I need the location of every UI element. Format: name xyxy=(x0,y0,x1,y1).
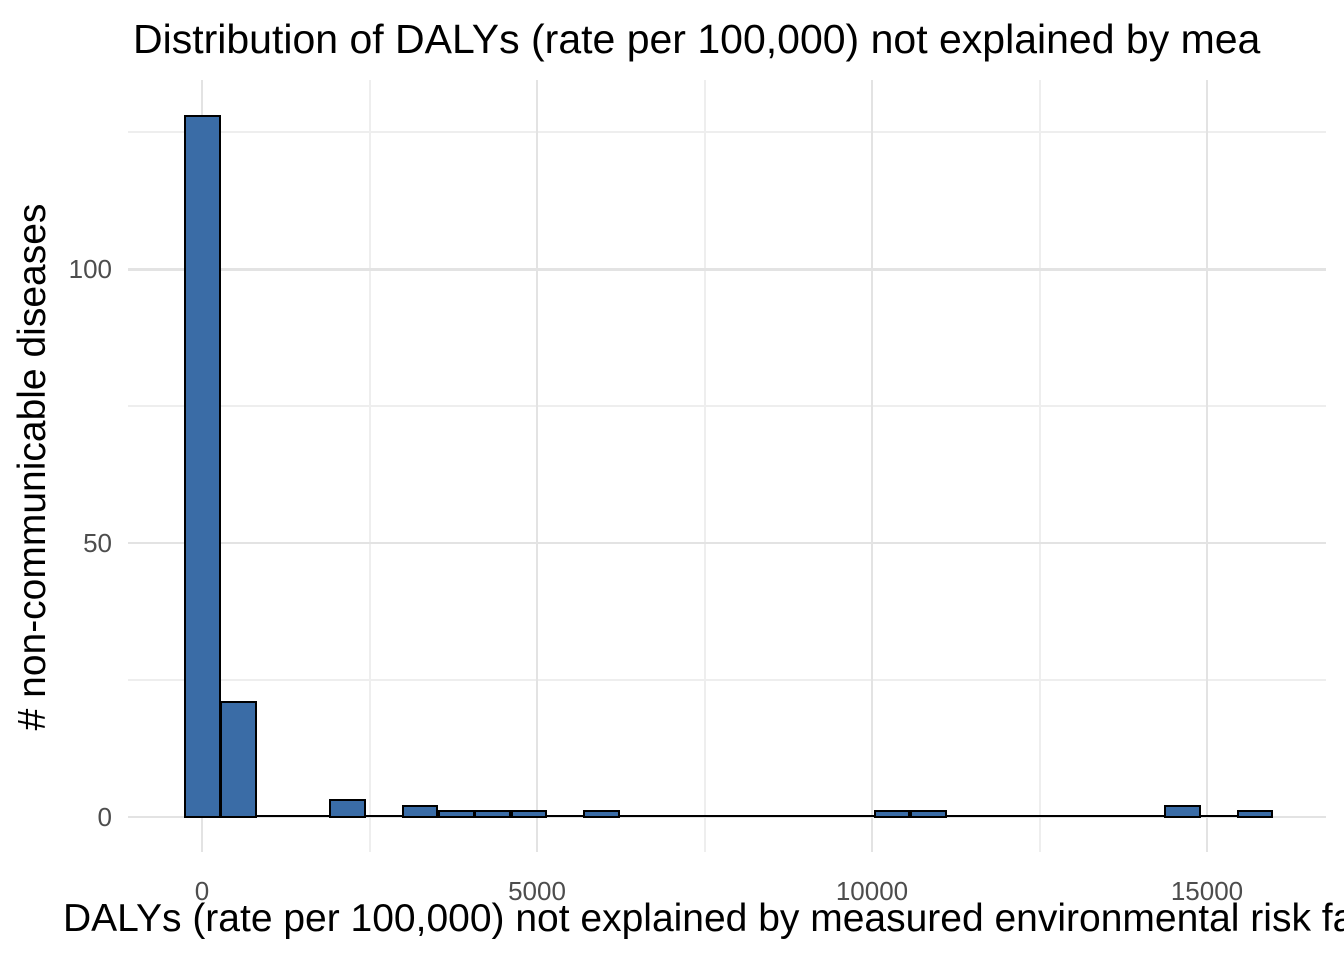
y-minor-gridline xyxy=(128,679,1326,682)
y-minor-gridline xyxy=(128,131,1326,134)
chart-title: Distribution of DALYs (rate per 100,000)… xyxy=(133,16,1261,62)
x-minor-gridline xyxy=(368,80,371,852)
x-tick-label: 10000 xyxy=(835,876,909,906)
histogram-bar xyxy=(873,810,911,819)
x-tick-label: 5000 xyxy=(508,876,566,906)
x-axis-title: DALYs (rate per 100,000) not explained b… xyxy=(63,897,1344,940)
x-major-gridline xyxy=(870,80,874,852)
x-tick-label: 15000 xyxy=(1170,876,1244,906)
histogram-bar xyxy=(401,804,439,819)
histogram-bar xyxy=(474,810,511,819)
x-minor-gridline xyxy=(1038,80,1041,852)
histogram-bar xyxy=(437,810,475,819)
histogram-bar xyxy=(329,799,366,819)
histogram-bar xyxy=(583,810,620,819)
histogram-bar xyxy=(909,810,947,819)
y-tick-label: 0 xyxy=(97,802,112,832)
histogram-baseline xyxy=(183,814,1273,818)
x-tick-label: 0 xyxy=(194,876,210,906)
x-minor-gridline xyxy=(703,80,706,852)
histogram-bar xyxy=(183,114,221,819)
y-minor-gridline xyxy=(128,405,1326,408)
y-tick-label: 50 xyxy=(83,528,112,559)
y-tick-label: 100 xyxy=(68,254,112,285)
histogram-bar xyxy=(1163,804,1201,819)
histogram-bar xyxy=(510,810,548,819)
y-major-gridline xyxy=(128,268,1326,271)
histogram-bar xyxy=(1236,810,1274,819)
x-major-gridline xyxy=(535,80,539,852)
y-major-gridline xyxy=(128,541,1326,545)
x-major-gridline xyxy=(1205,80,1209,852)
histogram-bar xyxy=(220,700,257,819)
